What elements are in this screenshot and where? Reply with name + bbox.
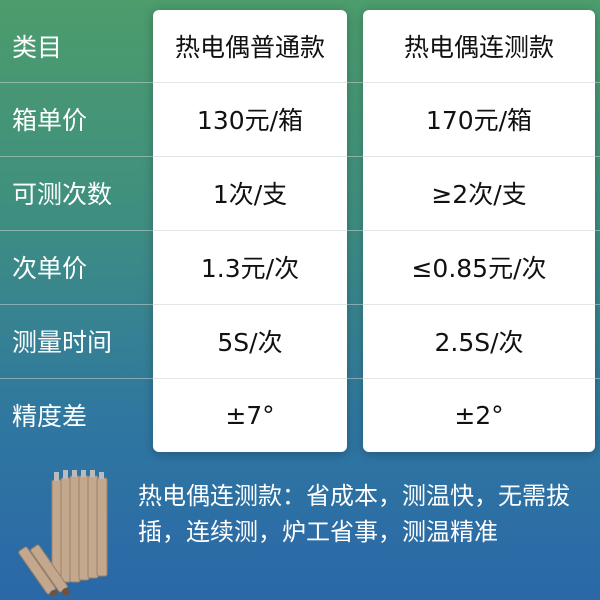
header-col2: 热电偶连测款 <box>403 33 554 62</box>
row-label: 次单价 <box>12 254 88 283</box>
header-col1: 热电偶普通款 <box>174 33 325 62</box>
table-row: 次单价 1.3元/次 ≤0.85元/次 <box>0 230 600 305</box>
table-row: 测量时间 5S/次 2.5S/次 <box>0 304 600 379</box>
row-col2: 170元/箱 <box>425 106 533 135</box>
table-row: 可测次数 1次/支 ≥2次/支 <box>0 156 600 231</box>
row-col1: 5S/次 <box>217 328 283 357</box>
row-col2: ≤0.85元/次 <box>411 254 547 283</box>
thermocouple-tubes-image <box>18 470 108 595</box>
header-row: 类目 热电偶普通款 热电偶连测款 <box>0 10 600 83</box>
table-row: 箱单价 130元/箱 170元/箱 <box>0 82 600 157</box>
row-col1: 130元/箱 <box>196 106 304 135</box>
row-col2: ±2° <box>454 400 504 430</box>
row-col2: ≥2次/支 <box>431 180 527 209</box>
table-row: 精度差 ±7° ±2° <box>0 378 600 452</box>
feature-note: 热电偶连测款：省成本，测温快，无需拔插，连续测，炉工省事，测温精准 <box>138 482 570 546</box>
row-col2: 2.5S/次 <box>434 328 524 357</box>
row-label: 测量时间 <box>12 328 113 357</box>
row-label: 可测次数 <box>12 180 113 209</box>
header-label: 类目 <box>12 33 63 62</box>
row-label: 精度差 <box>12 402 88 431</box>
row-col1: 1.3元/次 <box>200 254 300 283</box>
row-label: 箱单价 <box>12 106 88 135</box>
row-col1: ±7° <box>225 400 275 430</box>
row-col1: 1次/支 <box>212 180 288 209</box>
